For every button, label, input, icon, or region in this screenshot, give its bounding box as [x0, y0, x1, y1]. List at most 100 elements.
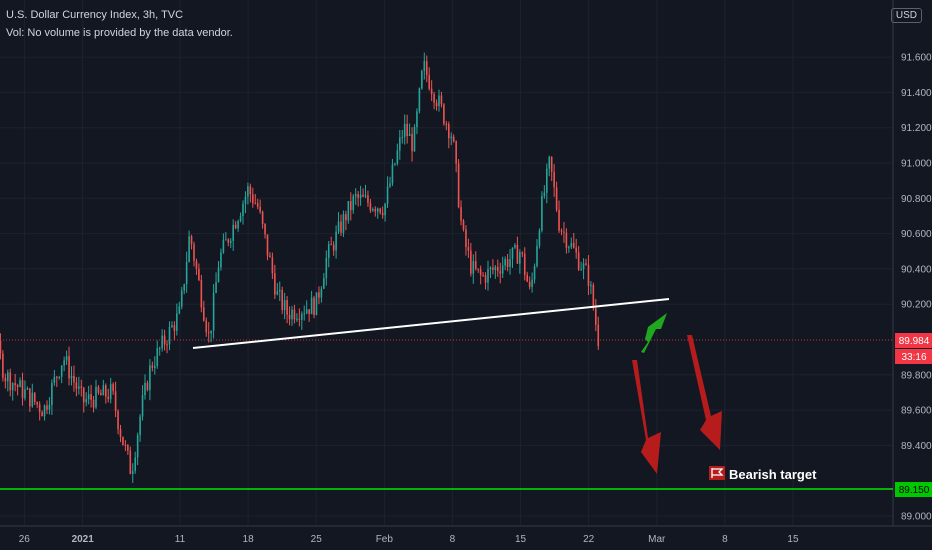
candle-body: [386, 186, 389, 204]
candle-body: [511, 247, 514, 260]
candle-body: [418, 88, 421, 112]
candle-body: [301, 313, 303, 320]
candle-body: [78, 386, 80, 389]
price-tick-label: 90.400: [901, 264, 932, 275]
time-tick-label: 15: [515, 534, 527, 545]
time-tick-label: 18: [243, 534, 255, 545]
candle-body: [33, 392, 36, 403]
candle-body: [438, 95, 440, 107]
candle-body: [281, 289, 283, 311]
candle-body: [163, 335, 166, 345]
candle-body: [384, 203, 386, 216]
candle-body: [359, 194, 362, 198]
candle-body: [288, 314, 291, 320]
price-tick-label: 89.800: [901, 370, 932, 381]
candle-body: [131, 470, 134, 474]
candle-body: [19, 380, 21, 388]
candle-body: [376, 208, 379, 212]
candle-body: [519, 252, 521, 264]
chart-title: U.S. Dollar Currency Index, 3h, TVC: [6, 9, 184, 21]
candle-body: [389, 183, 391, 187]
candle-body: [595, 308, 597, 325]
price-axis[interactable]: 91.600 91.400 91.200 91.000 90.800 90.600 90.4…: [901, 53, 932, 523]
candle-body: [296, 318, 298, 320]
candle-body: [364, 195, 367, 197]
candle-body: [43, 405, 46, 417]
candle-body: [560, 230, 563, 232]
candle-body: [217, 267, 220, 283]
currency-button[interactable]: USD: [890, 8, 922, 23]
candle-body: [533, 266, 536, 280]
candle-body: [234, 224, 237, 229]
candle-body: [203, 307, 205, 321]
candle-body: [51, 382, 53, 406]
candle-body: [501, 265, 504, 274]
candle-body: [548, 156, 551, 169]
candle-body: [4, 377, 7, 382]
candle-body: [82, 387, 85, 403]
candle-body: [477, 268, 479, 270]
candle-body: [305, 309, 308, 314]
grid: [0, 0, 893, 526]
candle-body: [117, 411, 119, 430]
candle-body: [543, 192, 546, 196]
candle-body: [369, 202, 372, 211]
price-tick-label: 90.200: [901, 300, 932, 311]
candle-body: [575, 247, 577, 253]
candle-body: [149, 365, 151, 390]
candle-body: [100, 392, 102, 396]
candle-body: [41, 412, 43, 417]
candle-body: [330, 244, 332, 246]
candle-body: [14, 383, 16, 386]
candle-body: [423, 61, 426, 72]
candle-body: [472, 261, 475, 274]
candle-body: [550, 156, 553, 172]
candle-body: [193, 244, 195, 261]
volume-note: Vol: No volume is provided by the data v…: [6, 27, 233, 39]
candle-body: [114, 391, 117, 412]
price-tick-label: 89.000: [901, 512, 932, 523]
candle-body: [462, 220, 465, 230]
bearish-target-label: Bearish target: [729, 467, 817, 482]
candle-body: [222, 239, 225, 253]
candle-body: [242, 203, 244, 216]
candle-body: [73, 375, 75, 383]
candle-body: [286, 300, 288, 315]
candle-body: [276, 291, 279, 295]
candle-body: [367, 195, 369, 203]
candle-body: [24, 389, 26, 399]
trendline[interactable]: [192, 298, 670, 349]
candle-body: [207, 332, 210, 334]
candle-body: [127, 445, 129, 451]
candle-body: [141, 395, 144, 417]
candle-body: [577, 252, 580, 270]
candle-body: [413, 127, 416, 152]
candle-body: [154, 365, 156, 368]
candle-body: [492, 267, 494, 270]
candle-body: [9, 372, 12, 391]
candle-body: [320, 288, 323, 298]
candle-body: [0, 339, 2, 354]
candle-body: [151, 365, 154, 368]
candle-body: [332, 244, 335, 251]
candle-body: [445, 123, 448, 125]
time-tick-label: 15: [787, 534, 799, 545]
candle-body: [354, 194, 357, 197]
candle-body: [11, 383, 14, 391]
candle-body: [484, 275, 487, 283]
candle-body: [335, 231, 337, 251]
candle-body: [65, 356, 68, 361]
time-axis[interactable]: 26 2021 11 18 25 Feb 8 15 22 Mar 8 15: [19, 534, 799, 545]
time-tick-label: 8: [722, 534, 728, 545]
candle-body: [499, 271, 502, 274]
candle-body: [347, 201, 350, 221]
current-price-value: 89.984: [899, 336, 930, 347]
candle-body: [122, 436, 124, 445]
candle-body: [97, 386, 100, 393]
candle-body: [176, 313, 178, 331]
candle-body: [509, 259, 511, 268]
candle-body: [408, 133, 411, 136]
countdown-value: 33:16: [901, 352, 926, 363]
